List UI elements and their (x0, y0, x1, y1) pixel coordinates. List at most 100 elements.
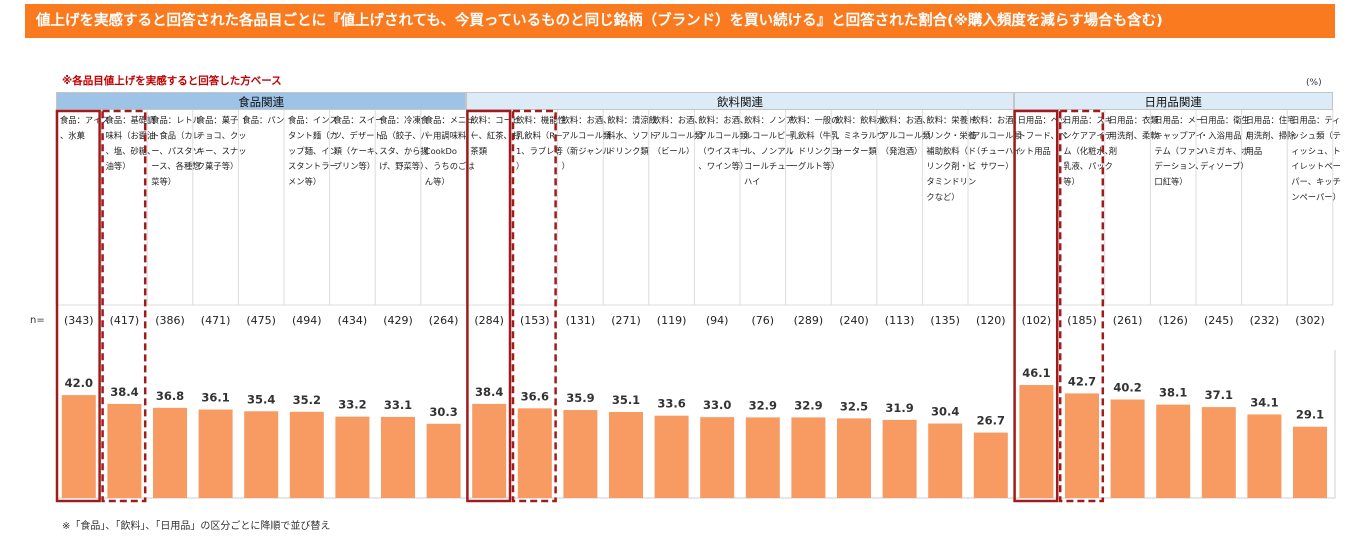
category-label: 飲料：コーヒー、紅茶、お茶類 (470, 115, 520, 156)
category-label: 食品：メニュー用調味料（ CookDo 、うちのごはん等） (425, 115, 475, 187)
data-label: 38.4 (475, 385, 503, 399)
data-label: 36.1 (201, 391, 229, 405)
bar (517, 408, 552, 498)
data-label: 30.3 (429, 405, 457, 419)
n-value: (126) (1158, 314, 1188, 327)
category-label: 食品：レトルト食品（カレー、パスタソース、各種惣菜等） (151, 115, 201, 187)
data-label: 40.2 (1113, 381, 1141, 395)
n-value: (119) (657, 314, 687, 327)
data-label: 30.4 (931, 405, 959, 419)
n-value: (284) (474, 314, 504, 327)
data-label: 32.9 (749, 398, 777, 412)
n-value: (135) (930, 314, 960, 327)
n-value: (153) (520, 314, 550, 327)
data-label: 29.1 (1296, 408, 1324, 422)
category-label: 食品：パン (242, 115, 284, 125)
data-label: 33.2 (338, 398, 366, 412)
footnote: ※「食品」、「飲料」、「日用品」の区分ごとに降順で並び替え (62, 521, 331, 532)
n-value: (185) (1067, 314, 1097, 327)
n-value: (76) (752, 314, 775, 327)
category-label: 飲料：お酒、アルコール類（チューハイ、サワー） (972, 115, 1022, 171)
bar (289, 411, 324, 498)
category-label: 日用品：住宅用洗剤、掃除用品 (1246, 115, 1296, 156)
data-label: 35.9 (566, 391, 594, 405)
data-label: 37.1 (1205, 388, 1233, 402)
n-label: n= (30, 315, 45, 326)
data-label: 34.1 (1250, 395, 1278, 409)
category-label: 飲料：お酒、アルコール類（ビール） (653, 115, 703, 156)
bar (1201, 407, 1236, 498)
n-value: (343) (64, 314, 94, 327)
category-label: 日用品：スキンケアアイテム（化粧水、乳液、パック等） (1063, 115, 1113, 187)
bar (700, 417, 735, 498)
base-note: ※各品目値上げを実感すると回答した方ベース (62, 75, 282, 87)
bar (61, 395, 96, 498)
highlight-box-dashed (1058, 109, 1105, 503)
n-value: (264) (429, 314, 459, 327)
bar (791, 417, 826, 498)
data-label: 33.0 (703, 398, 731, 412)
category-label: 飲料：清涼飲料水、ソフトドリンク類 (607, 115, 657, 156)
data-label: 38.1 (1159, 386, 1187, 400)
n-value: (471) (201, 314, 231, 327)
n-value: (494) (292, 314, 322, 327)
category-label: 日用品：衛生・入浴用品（ハミガキ、ボディソープ） (1200, 115, 1250, 171)
highlight-box-dashed (511, 109, 557, 503)
n-value: (131) (566, 314, 596, 327)
data-label: 32.9 (794, 398, 822, 412)
category-label: 食品：インスタント麺（カップ麺、インスタントラーメン等） (288, 115, 338, 187)
bar (426, 423, 461, 498)
category-label: 飲料：お酒、アルコール類（発泡酒） (881, 115, 931, 156)
n-value: (102) (1022, 314, 1052, 327)
category-label: 飲料：一般の乳飲料（牛乳、ドリンクヨーグルト等） (790, 115, 840, 171)
highlight-box-solid (466, 109, 512, 503)
n-value: (302) (1295, 314, 1325, 327)
n-value: (475) (246, 314, 276, 327)
data-label: 31.9 (885, 401, 913, 415)
n-value: (113) (885, 314, 915, 327)
bar (882, 419, 917, 498)
bar (1156, 404, 1191, 498)
data-label: 46.1 (1022, 366, 1050, 380)
group-header: 日用品関連 (1013, 92, 1333, 110)
data-label: 42.7 (1068, 374, 1096, 388)
n-value: (120) (976, 314, 1006, 327)
bar (973, 432, 1008, 498)
data-label: 38.4 (110, 385, 138, 399)
n-value: (261) (1113, 314, 1143, 327)
bar (837, 418, 871, 498)
category-label: 日用品：メーキャップアイテム（ファンデーション、口紅等） (1154, 115, 1204, 187)
data-label: 33.1 (384, 398, 412, 412)
bar (1247, 414, 1282, 498)
bar (244, 411, 279, 498)
bar (1065, 393, 1099, 498)
n-value: (240) (839, 314, 869, 327)
category-label: 日用品：ペットフード、ペット用品 (1018, 115, 1068, 156)
data-label: 42.0 (65, 376, 93, 390)
n-value: (289) (794, 314, 824, 327)
category-label: 食品：菓子（チョコ、クッキー、スナック菓子等） (197, 115, 247, 171)
category-label: 食品：スイーツ、デザート類（ケーキ、プリン等） (334, 115, 384, 171)
highlight-box-dashed (101, 109, 147, 503)
bar (198, 409, 233, 498)
chart-title: 値上げを実感すると回答された各品目ごとに『値上げされても、今買っているものと同じ… (25, 4, 1335, 38)
bar (107, 403, 142, 498)
bar (654, 415, 689, 498)
data-label: 32.5 (840, 399, 868, 413)
n-value: (429) (383, 314, 413, 327)
bar (563, 410, 598, 498)
data-label: 35.1 (612, 393, 640, 407)
bar (1019, 385, 1054, 498)
category-label: 飲料：ノンアルコールビール、ノンアルコールチューハイ (744, 115, 794, 187)
group-header: 飲料関連 (466, 92, 1014, 110)
highlight-box-solid (1013, 109, 1059, 503)
bar (745, 417, 780, 498)
data-label: 36.6 (521, 389, 549, 403)
bar (153, 407, 187, 498)
data-label: 36.8 (156, 389, 184, 403)
category-label: 食品：アイス、氷菓 (60, 115, 110, 140)
n-value: (417) (110, 314, 140, 327)
category-label: 飲料：飲料水、ミネラルウォーター類 (835, 115, 885, 156)
unit-label: (%) (1306, 78, 1322, 88)
